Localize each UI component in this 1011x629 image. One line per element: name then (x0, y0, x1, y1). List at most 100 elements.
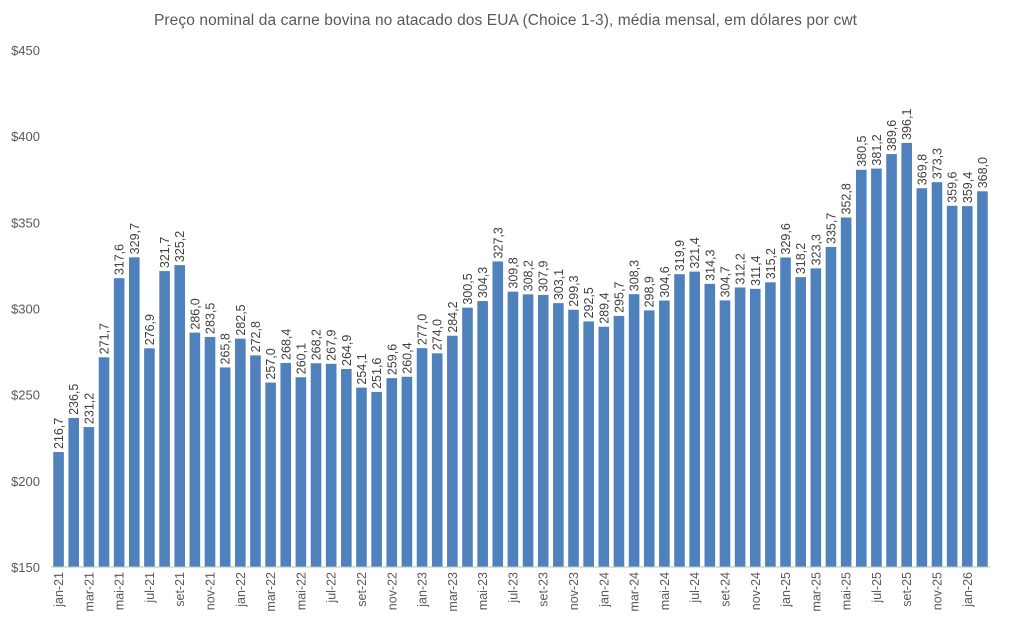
x-tick-label: nov-24 (749, 572, 763, 610)
x-tick-label: jan-23 (416, 572, 430, 608)
data-label: 283,5 (204, 303, 218, 334)
data-label: 327,3 (491, 227, 505, 258)
bar (310, 363, 322, 567)
x-tick-label: set-24 (718, 572, 732, 607)
x-tick-label: set-23 (537, 572, 551, 607)
y-tick-label: $300 (11, 302, 40, 317)
y-tick-label: $350 (11, 215, 40, 230)
x-tick-label: jul-21 (143, 572, 157, 604)
bar (204, 336, 216, 567)
x-tick-label: mar-24 (628, 572, 642, 612)
bar (840, 217, 852, 567)
bar (931, 182, 943, 567)
x-tick-label: jan-22 (234, 572, 248, 608)
bar (250, 355, 261, 567)
bar (583, 321, 594, 567)
data-label: 317,6 (113, 244, 127, 275)
data-label: 284,2 (446, 301, 460, 332)
bar (159, 271, 170, 567)
data-label: 314,3 (703, 250, 717, 281)
bar (780, 257, 791, 567)
data-label: 216,7 (52, 418, 66, 449)
bar (280, 362, 292, 567)
bar (174, 265, 186, 567)
bar (749, 288, 761, 567)
x-tick-label: set-25 (900, 572, 914, 607)
data-label: 304,6 (658, 266, 672, 297)
data-label: 277,0 (416, 314, 430, 345)
y-tick-label: $200 (11, 474, 40, 489)
bar (659, 300, 670, 567)
data-label: 308,2 (522, 260, 536, 291)
bar (704, 283, 716, 567)
bar (734, 287, 746, 567)
x-tick-label: jan-26 (961, 572, 975, 608)
bar (477, 301, 488, 567)
bar (265, 382, 276, 567)
x-tick-label: set-22 (355, 572, 369, 607)
data-label: 359,4 (961, 172, 975, 203)
bar (462, 307, 473, 567)
bar (553, 303, 564, 567)
data-label: 380,5 (855, 135, 869, 166)
bar (416, 348, 428, 567)
bar (855, 169, 867, 567)
y-tick-label: $250 (11, 388, 40, 403)
bar (719, 300, 731, 567)
x-tick-label: mar-21 (82, 572, 96, 612)
bar (522, 294, 534, 567)
data-label: 282,5 (234, 304, 248, 335)
data-label: 381,2 (870, 134, 884, 165)
bar (53, 452, 64, 567)
data-label: 299,3 (567, 275, 581, 306)
bar (144, 348, 155, 567)
x-tick-label: mai-22 (294, 572, 308, 610)
y-tick-label: $400 (11, 129, 40, 144)
bar (643, 310, 655, 567)
bar (83, 427, 95, 567)
data-label: 271,7 (98, 323, 112, 354)
data-label: 373,3 (930, 148, 944, 179)
bar (613, 315, 625, 567)
bar (825, 246, 837, 568)
data-label: 267,9 (325, 329, 339, 360)
bar (871, 168, 882, 567)
bar (916, 188, 928, 567)
x-tick-label: jul-23 (506, 572, 520, 604)
data-label: 300,5 (461, 273, 475, 304)
data-label: 257,0 (264, 348, 278, 379)
y-tick-label: $150 (11, 560, 40, 575)
data-label: 295,7 (612, 282, 626, 313)
x-tick-label: nov-25 (930, 572, 944, 610)
data-label: 236,5 (67, 384, 81, 415)
bar (901, 142, 912, 567)
x-tick-label: mar-23 (446, 572, 460, 612)
data-label: 307,9 (537, 261, 551, 292)
x-tick-label: nov-23 (567, 572, 581, 610)
bar (537, 294, 549, 567)
data-label: 304,3 (476, 267, 490, 298)
data-label: 329,7 (128, 223, 142, 254)
bar (341, 368, 352, 567)
data-label: 308,3 (628, 260, 642, 291)
data-label: 265,8 (219, 333, 233, 364)
data-label: 352,8 (840, 183, 854, 214)
data-label: 319,9 (673, 240, 687, 271)
data-label: 268,2 (310, 329, 324, 360)
bar (492, 261, 504, 567)
x-tick-label: mai-25 (840, 572, 854, 610)
data-label: 274,0 (431, 319, 445, 350)
x-tick-label: jul-22 (325, 572, 339, 604)
data-label: 368,0 (976, 157, 990, 188)
data-label: 260,4 (400, 342, 414, 373)
bar (598, 326, 610, 567)
bar (325, 363, 337, 567)
x-tick-label: jan-25 (779, 572, 793, 608)
data-label: 311,4 (749, 255, 763, 285)
bar (765, 282, 776, 567)
x-tick-label: mar-22 (264, 572, 278, 612)
bar (295, 377, 307, 567)
x-tick-label: jan-21 (52, 572, 66, 608)
x-tick-label: set-21 (173, 572, 187, 607)
data-label: 309,8 (506, 257, 520, 288)
